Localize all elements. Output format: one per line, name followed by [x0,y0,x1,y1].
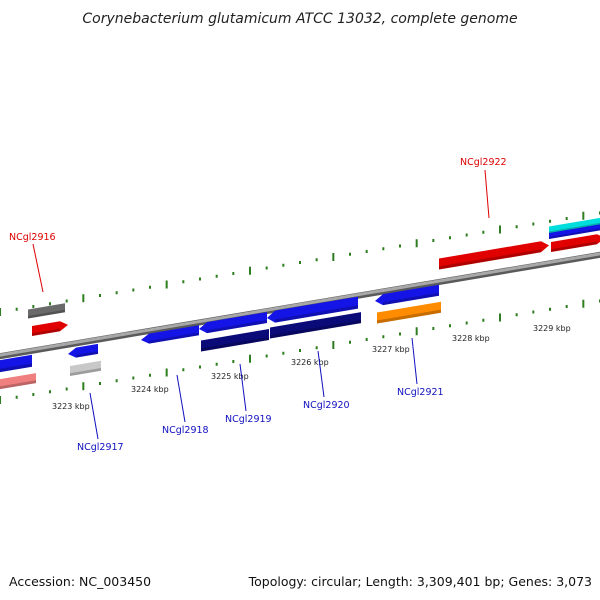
gene-ncgl2917-shadow [76,351,98,358]
upper-tick-track [0,211,600,316]
scale-label-3223: 3223 kbp [52,402,90,411]
gene-left-blue[interactable] [0,354,32,373]
gene-ncgl2916[interactable] [32,321,68,336]
scale-label-3227: 3227 kbp [372,345,410,354]
gene-ncgl2921-orange-shadow [377,309,441,324]
gene-ncgl2921-orange[interactable] [377,301,441,324]
gene-ncgl2918-shadow [149,332,199,344]
scale-label-3228: 3228 kbp [452,334,490,343]
scale-label-3225: 3225 kbp [211,372,249,381]
gene-label-ncgl2919[interactable]: NCgl2919 [225,414,272,425]
gene-label-ncgl2922[interactable]: NCgl2922 [460,157,507,168]
genome-backbone [0,251,600,360]
gene-ncgl2918[interactable] [141,325,199,344]
gene-ncgl2916-top-shadow [28,309,65,319]
topology-label: Topology: circular; Length: 3,309,401 bp… [248,574,592,589]
gene-ncgl2916-shadow [32,328,60,336]
gene-label-ncgl2920[interactable]: NCgl2920 [303,400,350,411]
gene-ncgl2922-shadow [439,249,541,270]
gene-right-blue-shadow [549,228,600,239]
gene-right-red[interactable] [551,234,600,252]
gene-features [0,217,600,390]
gene-ncgl2922[interactable] [439,241,549,270]
scale-label-3226: 3226 kbp [291,358,329,367]
gene-ncgl2919-navy-shadow [201,336,269,352]
gene-labels: NCgl2916 NCgl2922 NCgl2917 NCgl2918 NCgl… [9,157,507,453]
scale-label-3229: 3229 kbp [533,324,571,333]
accession-label: Accession: NC_003450 [9,574,151,589]
gene-ncgl2917[interactable] [68,343,98,358]
gene-ncgl2921-shadow [383,292,439,306]
gene-left-pink-shadow [0,380,36,390]
scale-label-3224: 3224 kbp [131,385,169,394]
gene-ncgl2921[interactable] [375,284,439,306]
lower-tick-track [0,299,600,404]
gene-ncgl2919[interactable] [199,312,267,334]
gene-left-pink[interactable] [0,373,36,390]
gene-ncgl2920[interactable] [267,296,358,323]
gene-ncgl2920-shadow [275,305,358,323]
gene-label-ncgl2921[interactable]: NCgl2921 [397,387,444,398]
gene-right-red-shadow [551,241,597,252]
scale-labels: 3223 kbp 3224 kbp 3225 kbp 3226 kbp 3227… [52,324,571,411]
gene-right-cyan[interactable] [549,217,600,234]
gene-ncgl2919-shadow [207,319,267,334]
gene-label-ncgl2918[interactable]: NCgl2918 [162,425,209,436]
gene-ncgl2920-navy[interactable] [270,312,361,339]
gene-ncgl2917-gray[interactable] [70,360,101,376]
gene-right-blue[interactable] [549,224,600,239]
gene-label-ncgl2916[interactable]: NCgl2916 [9,232,56,243]
gene-ncgl2916-top[interactable] [28,303,65,319]
gene-label-ncgl2917[interactable]: NCgl2917 [77,442,124,453]
gene-left-blue-shadow [0,363,32,373]
gene-ncgl2917-gray-shadow [70,367,101,376]
map-title: Corynebacterium glutamicum ATCC 13032, c… [82,11,517,27]
gene-ncgl2919-navy[interactable] [201,329,269,352]
gene-ncgl2920-navy-shadow [270,320,361,339]
